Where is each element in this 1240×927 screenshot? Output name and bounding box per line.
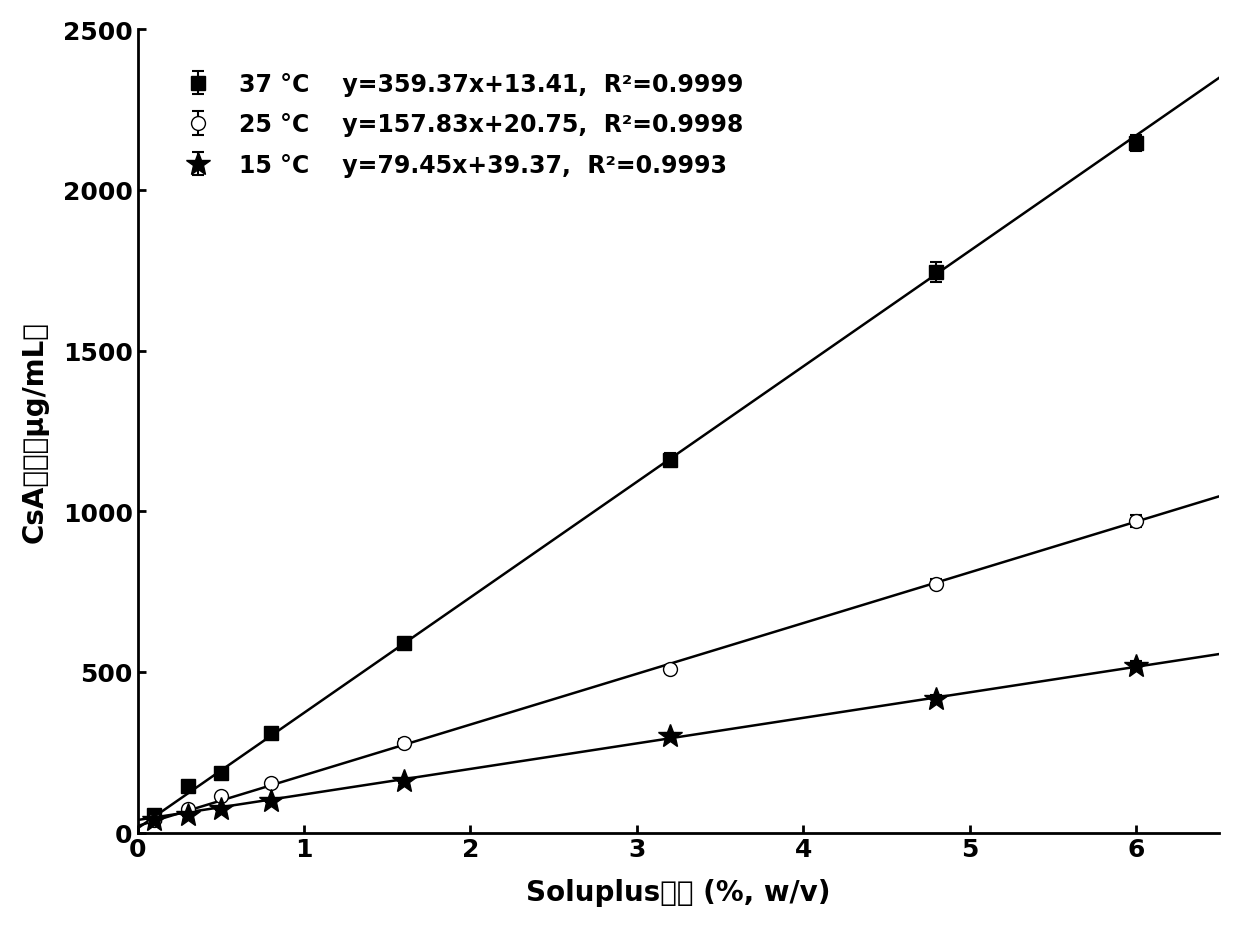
Y-axis label: CsA浓度（μg/mL）: CsA浓度（μg/mL） — [21, 321, 48, 542]
X-axis label: Soluplus浓度 (%, w/v): Soluplus浓度 (%, w/v) — [526, 878, 831, 907]
Legend: 37 °C    y=359.37x+13.41,  R²=0.9999, 25 °C    y=157.83x+20.75,  R²=0.9998, 15 °: 37 °C y=359.37x+13.41, R²=0.9999, 25 °C … — [161, 54, 763, 197]
